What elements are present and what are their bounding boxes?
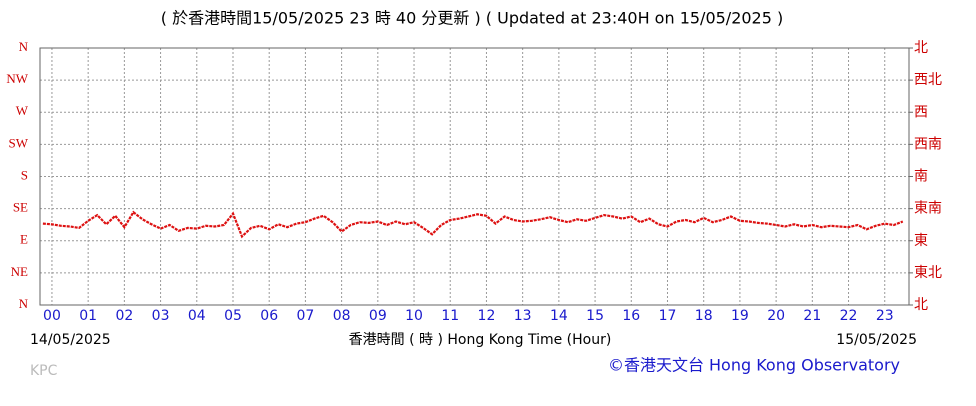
x-tick-label: 14 — [550, 308, 568, 324]
x-tick-label: 08 — [333, 308, 351, 324]
y-tick-label: S — [21, 167, 28, 182]
x-tick-label: 11 — [441, 308, 459, 324]
x-tick-label: 04 — [188, 308, 206, 324]
y2-tick-label: 西北 — [914, 72, 942, 88]
x-tick-label: 06 — [260, 308, 278, 324]
x-axis-label: 香港時間 ( 時 ) Hong Kong Time (Hour) — [349, 332, 612, 348]
x-tick-label: 23 — [876, 308, 894, 324]
y-tick-label: NW — [6, 71, 28, 86]
x-tick-label: 22 — [840, 308, 858, 324]
x-tick-label: 07 — [296, 308, 314, 324]
end-date: 15/05/2025 — [836, 332, 917, 348]
x-tick-label: 00 — [43, 308, 61, 324]
start-date: 14/05/2025 — [30, 332, 111, 348]
x-tick-label: 03 — [152, 308, 170, 324]
x-tick-label: 05 — [224, 308, 242, 324]
y2-tick-label: 西 — [914, 104, 928, 120]
watermark: KPC — [30, 363, 58, 379]
y-tick-label: E — [20, 232, 28, 247]
y2-tick-label: 北 — [914, 40, 928, 56]
wind-direction-line — [42, 210, 904, 239]
x-tick-label: 15 — [586, 308, 604, 324]
y2-tick-label: 東 — [914, 233, 928, 249]
y-tick-label: N — [19, 39, 29, 54]
x-tick-label: 01 — [79, 308, 97, 324]
x-tick-label: 18 — [695, 308, 713, 324]
x-tick-label: 21 — [803, 308, 821, 324]
y-tick-label: N — [19, 296, 29, 311]
x-tick-label: 10 — [405, 308, 423, 324]
y2-tick-label: 西南 — [914, 136, 942, 152]
x-tick-label: 12 — [478, 308, 496, 324]
y2-tick-label: 東南 — [914, 201, 942, 217]
credit: ©香港天文台 Hong Kong Observatory — [608, 356, 900, 375]
x-tick-label: 16 — [622, 308, 640, 324]
y-tick-label: NE — [11, 264, 28, 279]
x-tick-label: 13 — [514, 308, 532, 324]
plot-frame — [39, 47, 910, 306]
x-tick-label: 20 — [767, 308, 785, 324]
y2-tick-label: 南 — [914, 169, 928, 185]
y2-tick-label: 東北 — [914, 265, 942, 281]
x-tick-label: 09 — [369, 308, 387, 324]
x-tick-label: 19 — [731, 308, 749, 324]
chart-title: ( 於香港時間15/05/2025 23 時 40 分更新 ) ( Update… — [161, 9, 784, 28]
y-tick-label: SW — [9, 135, 29, 150]
y2-tick-label: 北 — [914, 297, 928, 313]
x-tick-label: 02 — [115, 308, 133, 324]
x-tick-label: 17 — [659, 308, 677, 324]
y-tick-label: SE — [13, 200, 28, 215]
y-tick-label: W — [16, 103, 29, 118]
